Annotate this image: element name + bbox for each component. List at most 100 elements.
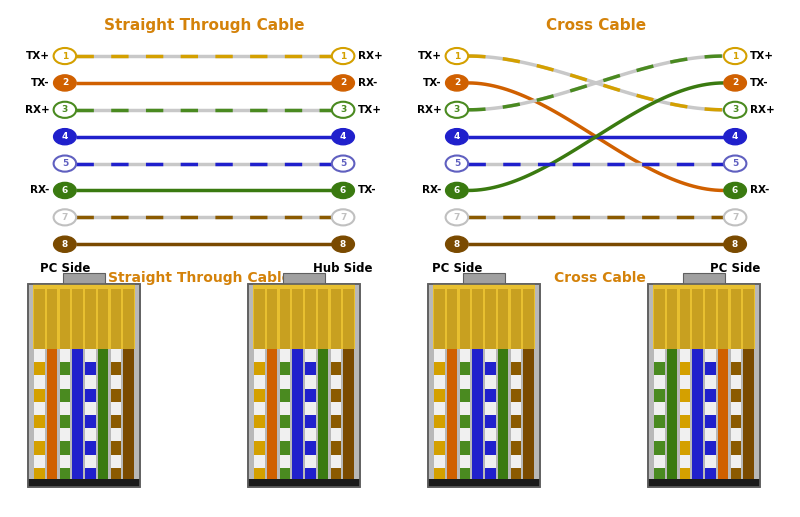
Text: 7: 7: [732, 213, 738, 222]
Text: TX-: TX-: [750, 78, 769, 88]
Bar: [85, 468, 95, 481]
Text: RX+: RX+: [750, 105, 775, 115]
Bar: [305, 349, 315, 481]
Text: TX-: TX-: [423, 78, 442, 88]
Bar: [110, 349, 121, 481]
Bar: [60, 468, 70, 481]
Bar: [73, 349, 83, 481]
Bar: [248, 284, 360, 487]
Text: 2: 2: [732, 79, 738, 87]
Bar: [460, 468, 470, 481]
Text: 6: 6: [732, 186, 738, 195]
Text: TX-: TX-: [31, 78, 50, 88]
Bar: [730, 349, 741, 481]
Circle shape: [332, 156, 354, 172]
Bar: [254, 442, 265, 454]
Text: 6: 6: [454, 186, 460, 195]
Text: Hub Side: Hub Side: [314, 262, 373, 275]
Bar: [485, 349, 495, 481]
Bar: [254, 362, 265, 375]
Bar: [293, 289, 303, 349]
Bar: [110, 442, 121, 454]
Text: 5: 5: [62, 159, 68, 168]
Text: 5: 5: [340, 159, 346, 168]
Bar: [473, 349, 483, 481]
Text: 5: 5: [454, 159, 460, 168]
Bar: [705, 389, 715, 402]
Text: 3: 3: [340, 105, 346, 114]
Bar: [485, 442, 495, 454]
Bar: [110, 468, 121, 481]
Bar: [680, 389, 690, 402]
Bar: [254, 349, 265, 481]
Bar: [34, 468, 45, 481]
Text: 4: 4: [340, 132, 346, 141]
Circle shape: [446, 102, 468, 118]
Bar: [98, 349, 108, 481]
Circle shape: [724, 209, 746, 225]
Bar: [648, 284, 760, 487]
Bar: [462, 272, 506, 284]
Bar: [460, 415, 470, 428]
Bar: [705, 415, 715, 428]
Bar: [718, 289, 728, 349]
Bar: [47, 289, 58, 349]
Bar: [60, 362, 70, 375]
Circle shape: [724, 102, 746, 118]
Bar: [705, 468, 715, 481]
Bar: [460, 442, 470, 454]
Bar: [280, 468, 290, 481]
Bar: [280, 389, 290, 402]
Circle shape: [332, 102, 354, 118]
Bar: [305, 362, 315, 375]
Bar: [447, 289, 458, 349]
Text: PC Side: PC Side: [40, 262, 90, 275]
Bar: [730, 362, 741, 375]
Circle shape: [332, 183, 354, 199]
Circle shape: [54, 209, 76, 225]
Bar: [498, 289, 508, 349]
Bar: [110, 389, 121, 402]
Bar: [305, 442, 315, 454]
Bar: [485, 389, 495, 402]
Bar: [60, 415, 70, 428]
Circle shape: [724, 129, 746, 145]
Text: 4: 4: [732, 132, 738, 141]
Bar: [123, 289, 134, 349]
Bar: [510, 442, 521, 454]
Circle shape: [54, 183, 76, 199]
Bar: [510, 362, 521, 375]
Text: 8: 8: [732, 240, 738, 249]
Circle shape: [332, 236, 354, 252]
Text: Cross Cable: Cross Cable: [554, 271, 646, 285]
Bar: [267, 289, 278, 349]
Bar: [743, 349, 754, 481]
Bar: [318, 349, 328, 481]
Bar: [693, 289, 703, 349]
Bar: [330, 349, 341, 481]
Bar: [434, 362, 445, 375]
Bar: [654, 362, 665, 375]
Bar: [485, 362, 495, 375]
Bar: [305, 289, 315, 349]
Bar: [254, 289, 265, 349]
Text: TX-: TX-: [358, 186, 377, 195]
Text: 7: 7: [454, 213, 460, 222]
Bar: [62, 272, 106, 284]
Bar: [705, 362, 715, 375]
Bar: [510, 415, 521, 428]
Bar: [330, 468, 341, 481]
Bar: [667, 349, 678, 481]
Bar: [705, 442, 715, 454]
Bar: [705, 289, 715, 349]
Bar: [523, 349, 534, 481]
Bar: [680, 442, 690, 454]
Bar: [254, 415, 265, 428]
Bar: [667, 289, 678, 349]
Bar: [34, 349, 45, 481]
Text: RX+: RX+: [417, 105, 442, 115]
Bar: [330, 415, 341, 428]
Bar: [680, 415, 690, 428]
Bar: [267, 349, 278, 481]
Bar: [330, 442, 341, 454]
